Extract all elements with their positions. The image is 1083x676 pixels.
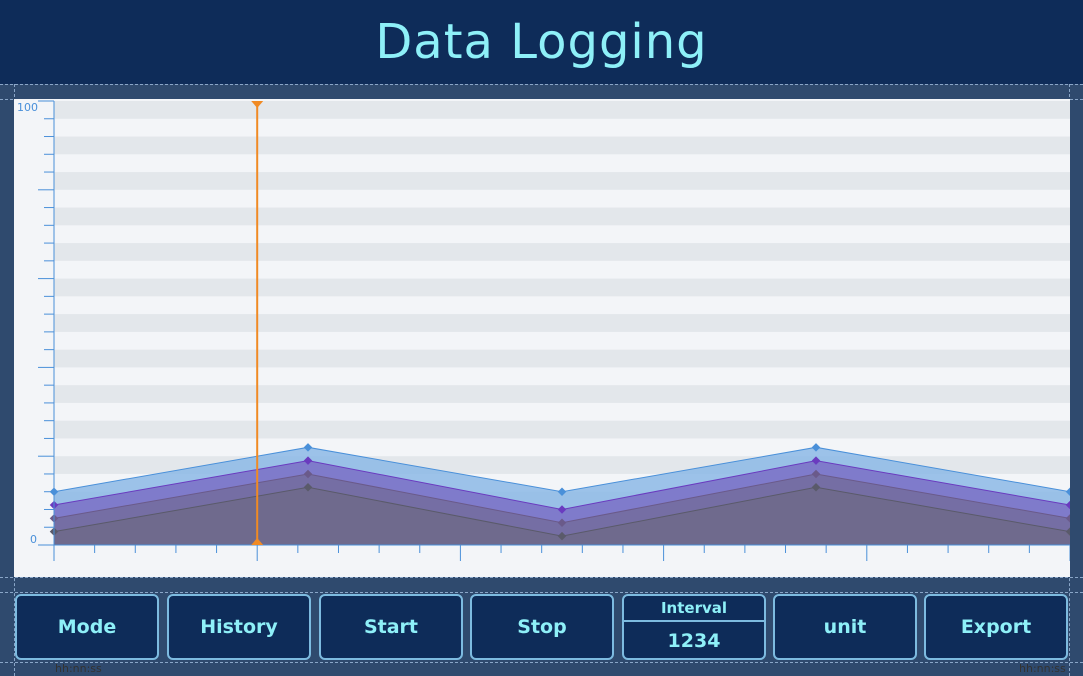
stop-button[interactable]: Stop xyxy=(470,594,614,660)
series-2-point-5 xyxy=(1065,500,1070,510)
chart-axes: 100 0 xyxy=(17,100,1070,561)
chart-svg: 100 0 xyxy=(17,100,1070,561)
series-3-point-4 xyxy=(811,469,821,479)
series-4-point-2 xyxy=(303,483,313,492)
series-area-4 xyxy=(54,487,1070,545)
grid-band xyxy=(54,314,1070,332)
interval-field[interactable]: Interval 1234 xyxy=(622,594,766,660)
guide-line xyxy=(0,84,1083,85)
series-1-point-2 xyxy=(303,443,313,452)
cursor-bottom-handle xyxy=(251,538,264,545)
y-tick-label-max: 100 xyxy=(17,101,38,114)
page-title: Data Logging xyxy=(375,14,708,70)
grid-band xyxy=(54,278,1070,297)
data-chart: 100 0 hh:nn:ss hh:nn:ss xyxy=(14,99,1070,675)
grid-band xyxy=(54,349,1070,368)
export-button[interactable]: Export xyxy=(924,594,1068,660)
grid-band xyxy=(54,172,1070,190)
header-bar: Data Logging xyxy=(0,0,1083,84)
chart-cursor[interactable] xyxy=(251,101,264,545)
series-3-point-2 xyxy=(303,469,313,479)
interval-label: Interval xyxy=(624,596,764,622)
grid-band xyxy=(54,385,1070,403)
series-2-point-2 xyxy=(303,456,313,465)
cursor-top-handle xyxy=(251,101,264,108)
series-4-point-4 xyxy=(811,483,821,492)
grid-band xyxy=(54,101,1070,119)
chart-areas xyxy=(49,443,1070,545)
series-2-point-3 xyxy=(557,505,567,514)
history-button[interactable]: History xyxy=(167,594,311,660)
grid-band xyxy=(54,136,1070,155)
y-tick-label-min: 0 xyxy=(30,533,37,546)
x-axis-start-label: hh:nn:ss xyxy=(55,662,102,675)
start-button[interactable]: Start xyxy=(319,594,463,660)
mode-button[interactable]: Mode xyxy=(15,594,159,660)
unit-button[interactable]: unit xyxy=(773,594,917,660)
guide-line xyxy=(0,662,1083,663)
guide-line xyxy=(0,592,1083,593)
grid-band xyxy=(54,420,1070,439)
series-1-point-5 xyxy=(1065,487,1070,496)
series-1-point-3 xyxy=(557,487,567,496)
grid-band xyxy=(54,243,1070,261)
series-2-point-4 xyxy=(811,456,821,465)
grid-band xyxy=(54,207,1070,226)
series-1-point-4 xyxy=(811,443,821,452)
x-axis-end-label: hh:nn:ss xyxy=(1019,662,1066,675)
guide-line xyxy=(0,577,1083,578)
interval-value[interactable]: 1234 xyxy=(667,630,721,652)
